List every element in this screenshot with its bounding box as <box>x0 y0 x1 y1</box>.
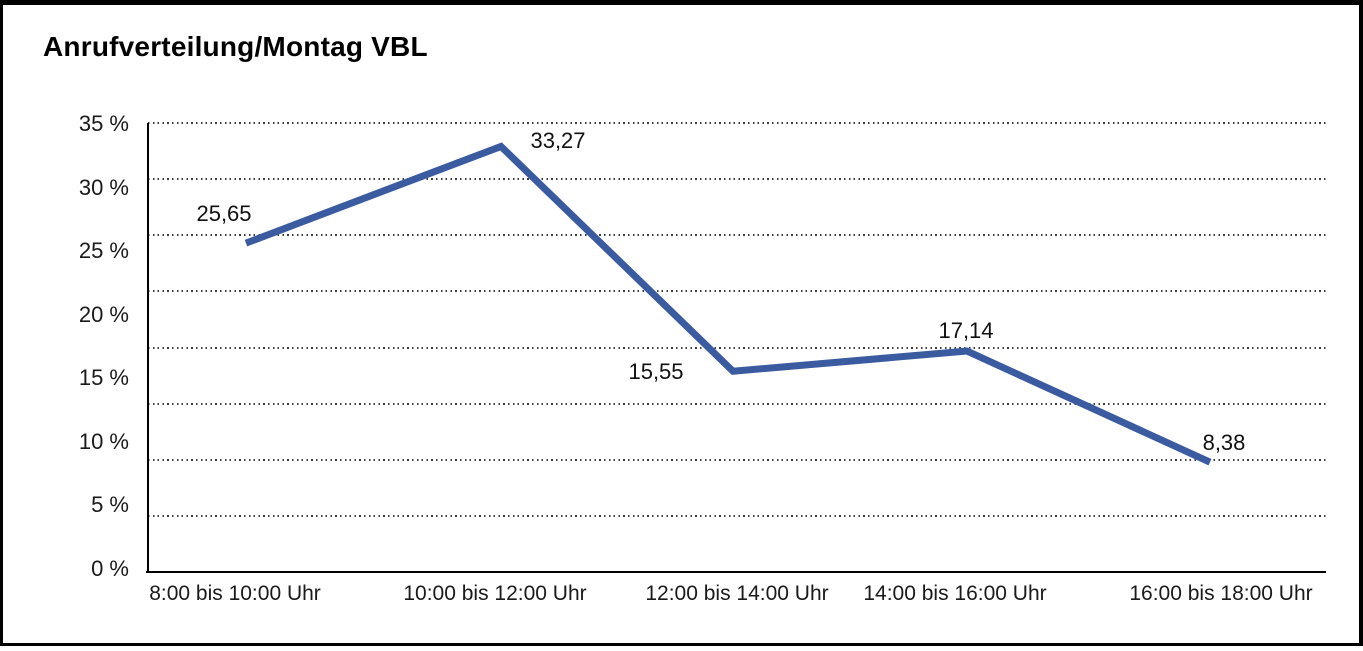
y-tick-label: 20 % <box>78 301 129 327</box>
gridline <box>148 514 1326 517</box>
chart-title: Anrufverteilung/Montag VBL <box>43 31 428 62</box>
y-axis-line <box>147 123 149 573</box>
y-tick-label: 35 % <box>78 111 129 136</box>
data-point-label: 25,65 <box>196 201 252 227</box>
y-tick-label: 30 % <box>78 174 129 200</box>
gridline <box>148 402 1326 405</box>
plot-area: 35 % 30 % 25 % 20 % 15 % 10 % 5 % 0 % 8:00 bis 1… <box>3 5 1363 651</box>
x-tick-label: 12:00 bis 14:00 Uhr <box>645 582 829 605</box>
x-tick-label: 14:00 bis 16:00 Uhr <box>863 582 1047 605</box>
line-chart-canvas <box>244 142 1212 466</box>
gridline <box>148 178 1326 181</box>
y-tick-label: 25 % <box>78 238 129 263</box>
data-point-label: 33,27 <box>530 128 586 154</box>
gridline <box>148 346 1326 349</box>
gridline <box>148 458 1326 461</box>
x-tick-label: 8:00 bis 10:00 Uhr <box>149 582 321 605</box>
x-axis-line <box>146 571 1326 573</box>
y-tick-label: 10 % <box>78 428 129 454</box>
y-tick-label: 0 % <box>91 555 129 581</box>
x-tick-label: 16:00 bis 18:00 Uhr <box>1129 582 1313 605</box>
y-tick-label: 15 % <box>78 365 129 390</box>
x-tick-label: 10:00 bis 12:00 Uhr <box>403 582 587 605</box>
gridline <box>148 234 1326 237</box>
data-point-label: 8,38 <box>1202 430 1246 456</box>
gridline <box>148 122 1326 124</box>
gridline <box>148 290 1326 293</box>
data-point-label: 17,14 <box>938 318 994 344</box>
y-tick-label: 5 % <box>91 492 129 517</box>
data-point-label: 15,55 <box>628 359 684 385</box>
trend-line <box>244 142 1212 466</box>
